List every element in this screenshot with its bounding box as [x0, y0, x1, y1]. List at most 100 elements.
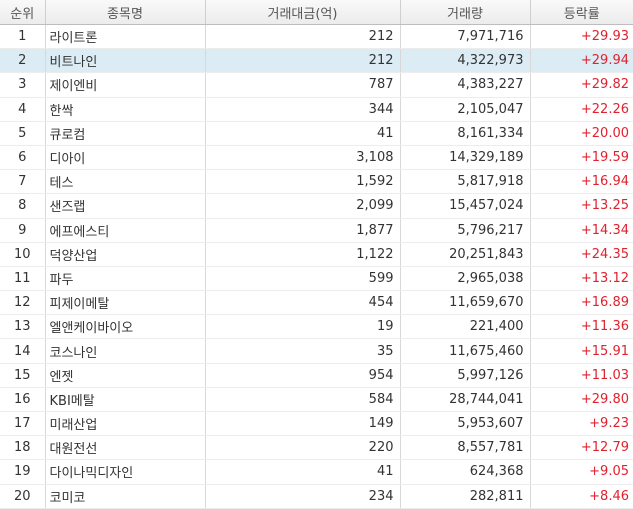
table-row[interactable]: 13 엘앤케이바이오 19 221,400 +11.36 [0, 314, 633, 340]
trade-amount-cell: 234 [205, 484, 401, 509]
rank-cell: 3 [0, 72, 46, 98]
trade-amount-cell: 1,877 [205, 218, 401, 243]
table-row[interactable]: 17 미래산업 149 5,953,607 +9.23 [0, 411, 633, 437]
stock-name-cell: 테스 [45, 169, 206, 195]
table-row[interactable]: 19 다이나믹디자인 41 624,368 +9.05 [0, 459, 633, 485]
volume-cell: 11,675,460 [400, 338, 531, 364]
rank-cell: 11 [0, 266, 46, 292]
header-change-rate[interactable]: 등락률 [530, 0, 633, 25]
stock-name-cell: 파두 [45, 266, 206, 292]
table-row[interactable]: 7 테스 1,592 5,817,918 +16.94 [0, 169, 633, 195]
rank-cell: 1 [0, 24, 46, 50]
table-row[interactable]: 9 에프에스티 1,877 5,796,217 +14.34 [0, 218, 633, 243]
volume-cell: 221,400 [400, 314, 531, 340]
table-row[interactable]: 16 KBI메탈 584 28,744,041 +29.80 [0, 387, 633, 413]
change-rate-cell: +9.23 [530, 411, 633, 437]
rank-cell: 4 [0, 97, 46, 122]
volume-cell: 28,744,041 [400, 387, 531, 413]
header-volume[interactable]: 거래량 [400, 0, 531, 25]
table-row[interactable]: 4 한싹 344 2,105,047 +22.26 [0, 97, 633, 122]
rank-cell: 2 [0, 48, 46, 74]
volume-cell: 5,997,126 [400, 363, 531, 388]
trade-amount-cell: 35 [205, 338, 401, 364]
table-row[interactable]: 18 대원전선 220 8,557,781 +12.79 [0, 435, 633, 461]
table-row[interactable]: 1 라이트론 212 7,971,716 +29.93 [0, 24, 633, 50]
trade-amount-cell: 220 [205, 435, 401, 461]
table-row[interactable]: 20 코미코 234 282,811 +8.46 [0, 484, 633, 509]
table-row[interactable]: 6 디아이 3,108 14,329,189 +19.59 [0, 145, 633, 171]
volume-cell: 282,811 [400, 484, 531, 509]
volume-cell: 5,796,217 [400, 218, 531, 243]
stock-name-cell: 피제이메탈 [45, 290, 206, 316]
volume-cell: 11,659,670 [400, 290, 531, 316]
trade-amount-cell: 212 [205, 48, 401, 74]
stock-name-cell: KBI메탈 [45, 387, 206, 413]
stock-name-cell: 한싹 [45, 97, 206, 122]
change-rate-cell: +9.05 [530, 459, 633, 485]
change-rate-cell: +11.36 [530, 314, 633, 340]
table-row[interactable]: 2 비트나인 212 4,322,973 +29.94 [0, 48, 633, 74]
stock-name-cell: 에프에스티 [45, 218, 206, 243]
rank-cell: 5 [0, 121, 46, 146]
volume-cell: 2,965,038 [400, 266, 531, 292]
volume-cell: 20,251,843 [400, 242, 531, 267]
rank-cell: 10 [0, 242, 46, 267]
rank-cell: 14 [0, 338, 46, 364]
rank-cell: 20 [0, 484, 46, 509]
stock-name-cell: 엔젯 [45, 363, 206, 388]
table-row[interactable]: 11 파두 599 2,965,038 +13.12 [0, 266, 633, 292]
trade-amount-cell: 599 [205, 266, 401, 292]
header-row: 순위 종목명 거래대금(억) 거래량 등락률 [0, 0, 633, 25]
rank-cell: 18 [0, 435, 46, 461]
table-row[interactable]: 12 피제이메탈 454 11,659,670 +16.89 [0, 290, 633, 316]
trade-amount-cell: 3,108 [205, 145, 401, 171]
volume-cell: 8,557,781 [400, 435, 531, 461]
rank-cell: 7 [0, 169, 46, 195]
rank-cell: 6 [0, 145, 46, 171]
header-trade-amount[interactable]: 거래대금(억) [205, 0, 401, 25]
change-rate-cell: +8.46 [530, 484, 633, 509]
stock-name-cell: 대원전선 [45, 435, 206, 461]
stock-name-cell: 덕양산업 [45, 242, 206, 267]
volume-cell: 4,322,973 [400, 48, 531, 74]
volume-cell: 4,383,227 [400, 72, 531, 98]
table-body: 1 라이트론 212 7,971,716 +29.93 2 비트나인 212 4,322,973… [0, 24, 633, 509]
volume-cell: 8,161,334 [400, 121, 531, 146]
trade-amount-cell: 2,099 [205, 193, 401, 219]
trade-amount-cell: 41 [205, 121, 401, 146]
trade-amount-cell: 344 [205, 97, 401, 122]
rank-cell: 12 [0, 290, 46, 316]
table-row[interactable]: 5 큐로컴 41 8,161,334 +20.00 [0, 121, 633, 146]
table-row[interactable]: 3 제이엔비 787 4,383,227 +29.82 [0, 72, 633, 98]
stock-name-cell: 엘앤케이바이오 [45, 314, 206, 340]
stock-name-cell: 라이트론 [45, 24, 206, 50]
change-rate-cell: +16.89 [530, 290, 633, 316]
volume-cell: 7,971,716 [400, 24, 531, 50]
rank-cell: 19 [0, 459, 46, 485]
change-rate-cell: +13.12 [530, 266, 633, 292]
stock-name-cell: 다이나믹디자인 [45, 459, 206, 485]
change-rate-cell: +22.26 [530, 97, 633, 122]
header-rank[interactable]: 순위 [0, 0, 46, 25]
stock-name-cell: 코미코 [45, 484, 206, 509]
table-row[interactable]: 8 샌즈랩 2,099 15,457,024 +13.25 [0, 193, 633, 219]
change-rate-cell: +15.91 [530, 338, 633, 364]
stock-name-cell: 비트나인 [45, 48, 206, 74]
volume-cell: 2,105,047 [400, 97, 531, 122]
rank-cell: 13 [0, 314, 46, 340]
trade-amount-cell: 584 [205, 387, 401, 413]
change-rate-cell: +13.25 [530, 193, 633, 219]
table-row[interactable]: 14 코스나인 35 11,675,460 +15.91 [0, 338, 633, 364]
header-stock-name[interactable]: 종목명 [45, 0, 206, 25]
trade-amount-cell: 41 [205, 459, 401, 485]
trade-amount-cell: 454 [205, 290, 401, 316]
table-row[interactable]: 10 덕양산업 1,122 20,251,843 +24.35 [0, 242, 633, 267]
change-rate-cell: +14.34 [530, 218, 633, 243]
stock-name-cell: 코스나인 [45, 338, 206, 364]
trade-amount-cell: 787 [205, 72, 401, 98]
volume-cell: 624,368 [400, 459, 531, 485]
rank-cell: 16 [0, 387, 46, 413]
trade-amount-cell: 954 [205, 363, 401, 388]
rank-cell: 9 [0, 218, 46, 243]
table-row[interactable]: 15 엔젯 954 5,997,126 +11.03 [0, 363, 633, 388]
